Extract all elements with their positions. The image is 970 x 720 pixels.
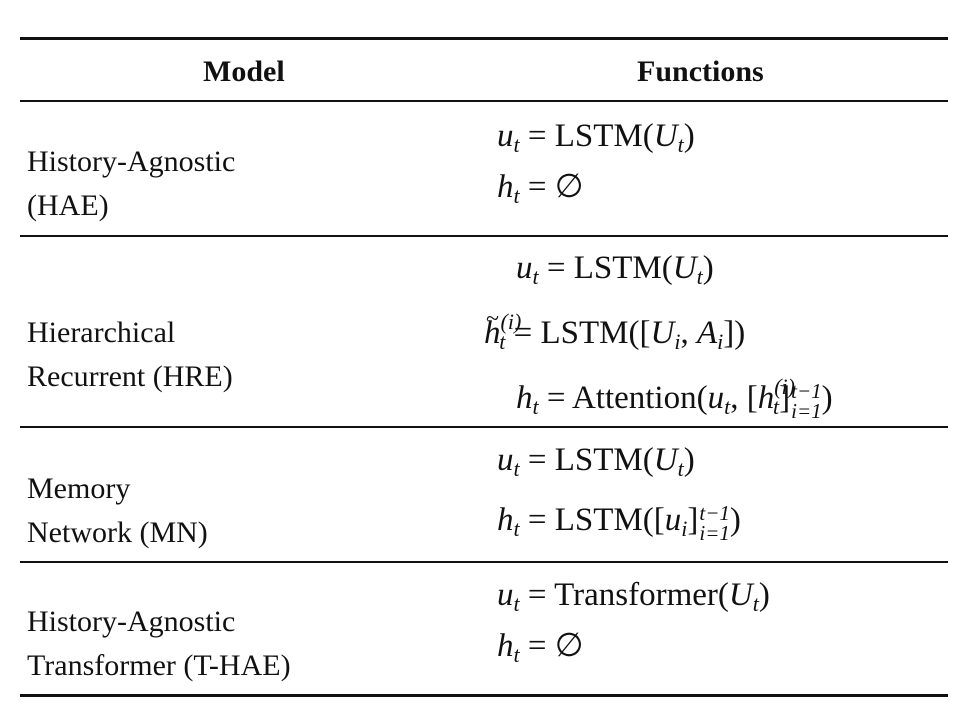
equation-mn-h: ht = LSTM([ui] t−1 i=1) xyxy=(497,501,741,545)
model-column-header: Model xyxy=(203,55,285,88)
model-name-hre-line-2: Recurrent (HRE) xyxy=(27,360,233,393)
equation-hre-h-attention: ht = Attention(ut, [h(i)t] t−1 i=1) xyxy=(516,374,833,423)
header-rule xyxy=(20,100,948,102)
equation-thae-u: ut = Transformer(Ut) xyxy=(497,577,770,616)
bottom-rule xyxy=(20,694,948,697)
equation-mn-u: ut = LSTM(Ut) xyxy=(497,442,695,481)
equation-hre-h-tilde: h(i)t = LSTM([Ui, Ai]) xyxy=(484,296,745,356)
equation-thae-h: ht = ∅ xyxy=(497,628,584,667)
model-name-hae-line-1: History-Agnostic xyxy=(27,145,236,178)
equation-hre-u: ut = LSTM(Ut) xyxy=(516,250,714,289)
model-name-hre-line-1: Hierarchical xyxy=(27,316,176,349)
equation-hae-h: ht = ∅ xyxy=(497,169,584,208)
top-rule xyxy=(20,37,948,40)
row-divider-1 xyxy=(20,235,948,237)
model-name-mn-line-1: Memory xyxy=(27,472,131,505)
model-name-thae-line-1: History-Agnostic xyxy=(27,605,236,638)
functions-column-header: Functions xyxy=(637,55,764,88)
row-divider-3 xyxy=(20,561,948,563)
equation-hae-u: ut = LSTM(Ut) xyxy=(497,118,695,157)
model-name-mn-line-2: Network (MN) xyxy=(27,516,208,549)
model-name-hae-line-2: (HAE) xyxy=(27,189,109,222)
row-divider-2 xyxy=(20,426,948,428)
model-name-thae-line-2: Transformer (T-HAE) xyxy=(27,649,291,682)
